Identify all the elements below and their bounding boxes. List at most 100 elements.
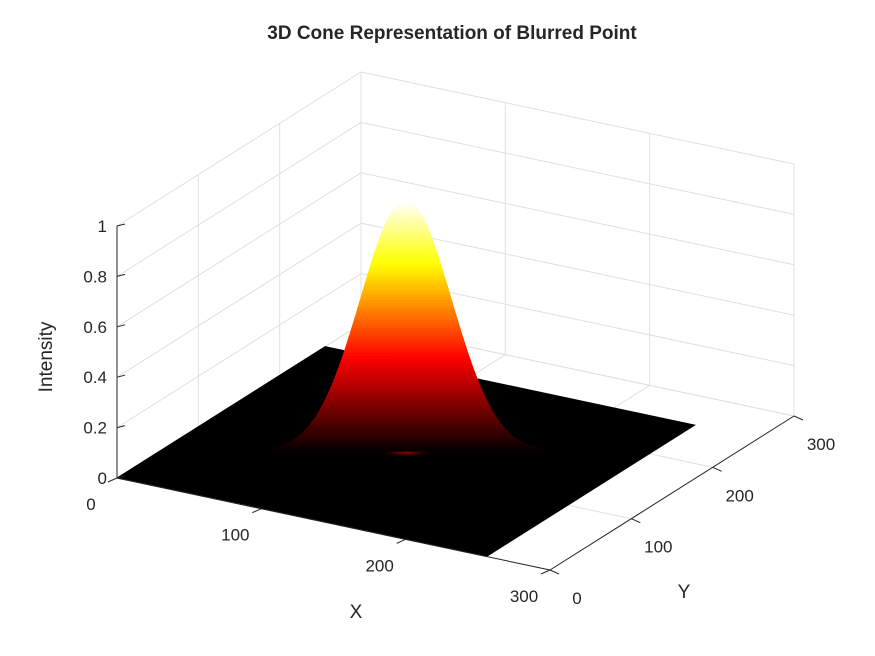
grid-line-z <box>116 121 795 277</box>
peak-slice <box>319 406 493 410</box>
peak-slice <box>357 305 455 310</box>
peak-slice <box>352 322 460 326</box>
peak-slice <box>302 428 510 433</box>
peak-slice <box>331 381 480 385</box>
y-tick <box>712 466 722 472</box>
y-tick <box>793 415 804 421</box>
y-tick <box>549 569 560 575</box>
peak-slice <box>354 313 458 318</box>
peak-slice <box>359 297 453 301</box>
y-tick <box>631 518 641 524</box>
peak-slice <box>322 400 490 405</box>
peak-slice <box>387 216 425 220</box>
peak-slice <box>342 353 470 357</box>
peak-slice <box>296 434 516 438</box>
peak-slice <box>307 423 504 427</box>
z-axis-label: Intensity <box>36 321 57 392</box>
peak-slice <box>269 448 543 452</box>
x-tick-label: 300 <box>510 587 538 606</box>
z-tick <box>116 273 126 277</box>
z-tick-label: 0 <box>98 469 107 488</box>
peak-slice <box>287 439 525 444</box>
y-tick-label: 100 <box>644 538 672 557</box>
peak-slice <box>376 244 436 248</box>
grid-line-z <box>116 222 795 378</box>
peak-slice <box>269 445 542 450</box>
peak-slice <box>325 395 487 399</box>
peak-slice <box>330 383 482 388</box>
peak-slice <box>324 397 488 402</box>
peak-slice <box>344 347 468 352</box>
x-tick <box>540 569 551 575</box>
peak-slice <box>349 330 463 335</box>
peak-slice <box>350 327 462 332</box>
peak-slice <box>375 246 437 251</box>
peak-slice <box>379 235 433 239</box>
peak-slice <box>312 417 500 422</box>
peak-slice <box>389 210 422 214</box>
peak-slice <box>355 311 457 315</box>
peak-slice <box>368 266 443 270</box>
peak-slice <box>377 241 435 245</box>
peak-slice <box>365 277 447 282</box>
peak-slice <box>384 221 428 225</box>
peak-slice <box>369 263 442 268</box>
z-tick-label: 0.2 <box>83 419 107 438</box>
peak-slice <box>335 372 477 377</box>
peak-slice <box>329 386 483 391</box>
chart-title: 3D Cone Representation of Blurred Point <box>267 23 637 44</box>
peak-slice <box>358 302 454 307</box>
peak-slice <box>388 213 424 217</box>
peak-slice <box>372 255 440 259</box>
peak-slice <box>291 437 520 441</box>
peak-slice <box>280 442 532 447</box>
peak-slice <box>385 218 426 223</box>
peak-slice <box>345 341 466 346</box>
peak-slice <box>343 350 469 354</box>
z-tick <box>116 223 126 227</box>
x-tick <box>107 477 118 483</box>
peak-slice <box>382 227 430 231</box>
peak-slice <box>353 316 458 321</box>
peak-slice <box>316 411 496 416</box>
y-tick-label: 300 <box>807 435 835 454</box>
y-axis-line <box>549 415 795 571</box>
peak-slice <box>310 420 502 424</box>
grid-line-z <box>116 273 795 429</box>
peak-slice <box>370 260 442 265</box>
peak-slice <box>326 392 485 396</box>
peak-slice <box>381 230 431 234</box>
peak-slice <box>360 294 452 298</box>
peak-slice <box>358 299 453 304</box>
z-tick-label: 0.6 <box>83 318 107 337</box>
peak-slice <box>352 319 459 324</box>
peak-slice <box>299 431 513 436</box>
peak-slice <box>340 358 472 363</box>
peak-slice <box>383 224 429 228</box>
x-axis-line <box>116 477 551 571</box>
peak-tip <box>400 198 411 207</box>
z-tick <box>116 324 126 328</box>
z-tick-label: 0.8 <box>83 267 107 286</box>
y-axis-label: Y <box>678 582 691 603</box>
grid-line-z <box>116 172 795 328</box>
peak-slice <box>337 367 475 371</box>
peak-slice <box>346 339 465 343</box>
peak-slice <box>338 364 474 368</box>
peak-slice <box>366 274 446 279</box>
peak-slice <box>362 288 450 293</box>
peak-slice <box>321 403 491 408</box>
peak-slice <box>314 414 498 419</box>
peak-slice <box>333 375 478 380</box>
peak-slice <box>374 249 438 253</box>
peak-slice <box>371 257 441 262</box>
axis-layer <box>116 226 795 571</box>
peak-slice <box>367 269 444 273</box>
peak-slice <box>380 232 432 237</box>
peak-slice <box>328 389 484 394</box>
peak-slice <box>356 308 456 312</box>
peak-slice <box>351 325 461 329</box>
peak-slice <box>367 271 445 276</box>
x-tick-label: 100 <box>221 526 249 545</box>
